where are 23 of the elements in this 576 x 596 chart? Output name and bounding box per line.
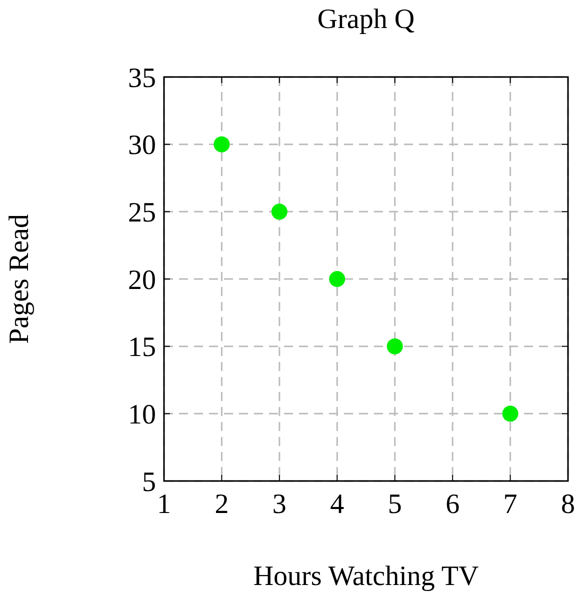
x-tick-label: 2: [214, 489, 229, 520]
x-axis-title: Hours Watching TV: [253, 561, 479, 592]
y-tick-label: 20: [128, 264, 156, 296]
y-tick-label: 35: [128, 62, 156, 94]
point: [329, 271, 346, 287]
x-tick-label: 4: [330, 489, 344, 520]
point: [271, 204, 288, 220]
x-tick-label: 5: [388, 489, 402, 520]
x-tick-label: 6: [446, 489, 460, 520]
y-tick-label: 15: [128, 332, 156, 364]
point: [386, 338, 403, 354]
y-axis-title: Pages Read: [4, 214, 35, 344]
x-tick-label: 3: [272, 489, 286, 520]
point: [502, 406, 518, 422]
chart-title: Graph Q: [317, 4, 415, 35]
y-tick-label: 30: [128, 130, 156, 162]
x-tick-label: 1: [157, 489, 171, 520]
y-tick-label: 25: [128, 197, 156, 228]
y-tick-label: 10: [128, 399, 156, 430]
point: [214, 136, 230, 152]
x-tick-label: 7: [503, 489, 518, 520]
x-tick-label: 8: [561, 489, 575, 520]
y-tick-label: 5: [142, 466, 156, 498]
